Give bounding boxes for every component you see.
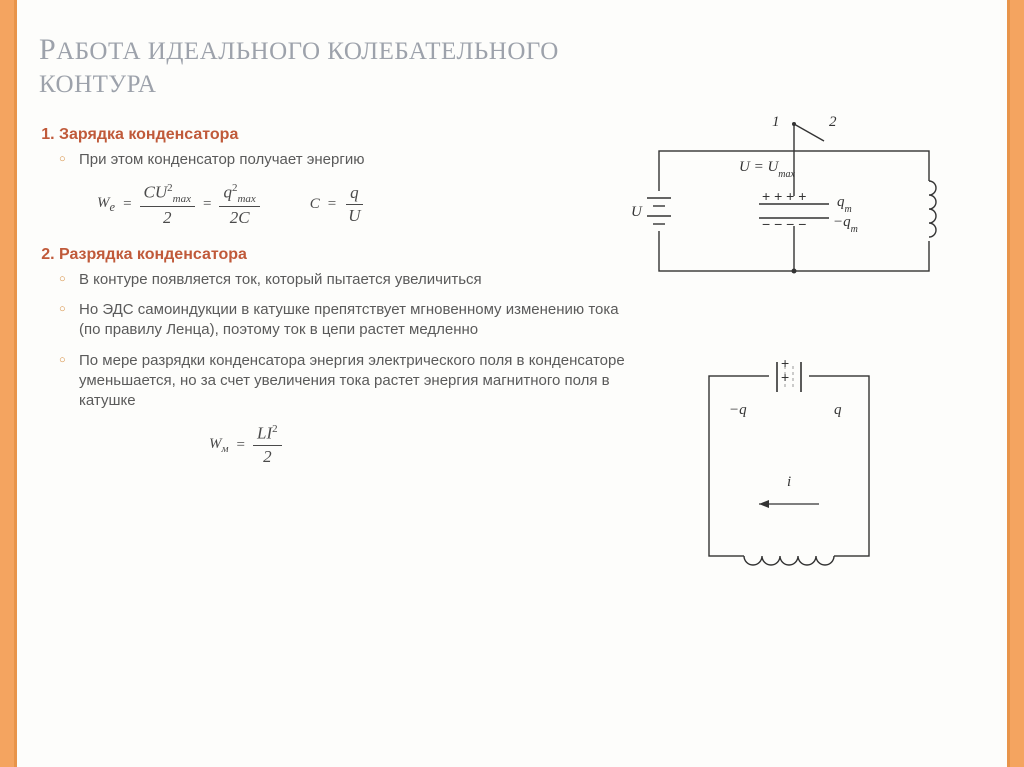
u-left-label: U xyxy=(631,204,643,220)
circuit-diagram-2: + + −q q i xyxy=(689,356,899,586)
s1-heading-text: Зарядка конденсатора xyxy=(59,126,238,143)
s2-bullet-2: Но ЭДС самоиндукции в катушке препятству… xyxy=(59,300,629,341)
s2-bullet-1: В контуре появляется ток, который пытает… xyxy=(59,270,629,290)
slide-frame: РАБОТА ИДЕАЛЬНОГО КОЛЕБАТЕЛЬНОГО КОНТУРА… xyxy=(0,0,1024,767)
circuit-diagram-1: 1 2 U = Umax U + xyxy=(629,116,949,296)
switch-label-2: 2 xyxy=(829,114,837,130)
right-column: 1 2 U = Umax U + xyxy=(629,126,979,586)
cap-minus: − − − − xyxy=(762,216,806,232)
section-1-heading: Зарядка конденсатора При этом конденсато… xyxy=(59,126,629,170)
qm-bot: −qm xyxy=(833,214,858,235)
minus-q-label: −q xyxy=(729,402,747,418)
i-label: i xyxy=(787,474,791,490)
s2-heading-text: Разрядка конденсатора xyxy=(59,246,247,263)
left-column: Зарядка конденсатора При этом конденсато… xyxy=(39,126,629,586)
slide-title: РАБОТА ИДЕАЛЬНОГО КОЛЕБАТЕЛЬНОГО КОНТУРА xyxy=(39,30,985,102)
formula-C: C= qU xyxy=(310,183,365,226)
content: Зарядка конденсатора При этом конденсато… xyxy=(39,126,985,586)
formula-We: We= CU2max2 = q2max2C xyxy=(97,182,260,228)
formula-row-We: We= CU2max2 = q2max2C C= qU xyxy=(97,182,629,228)
s2-bullet-3: По мере разрядки конденсатора энергия эл… xyxy=(59,351,629,412)
plus-q-label: q xyxy=(834,402,842,418)
svg-text:+: + xyxy=(781,369,789,385)
qm-top: qm xyxy=(837,194,852,215)
u-eq-umax: U = Umax xyxy=(739,159,796,180)
title-line2: КОНТУРА xyxy=(39,71,156,98)
title-cap: Р xyxy=(39,33,56,66)
section-2-heading: Разрядка конденсатора В контуре появляет… xyxy=(59,246,629,412)
cap-plus: + + + + xyxy=(762,188,806,204)
switch-label-1: 1 xyxy=(772,114,780,130)
title-line1: АБОТА ИДЕАЛЬНОГО КОЛЕБАТЕЛЬНОГО xyxy=(56,38,559,65)
s1-bullet-1: При этом конденсатор получает энергию xyxy=(59,150,629,170)
formula-Wm: Wм= LI22 xyxy=(209,423,629,467)
